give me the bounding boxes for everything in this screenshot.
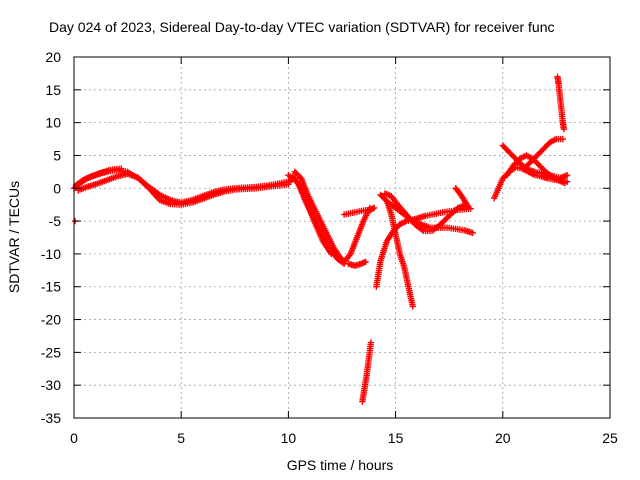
x-tick-label: 15 [388,430,404,446]
y-tick-label: 20 [45,49,61,65]
marker-arc-15h [438,219,446,227]
x-tick-label: 20 [495,430,511,446]
y-axis-label: SDTVAR / TECUs [6,181,22,293]
y-tick-label: -15 [41,279,61,295]
y-tick-label: -30 [41,377,61,393]
marker-arc-15h [440,218,447,225]
y-tick-label: -25 [41,344,61,360]
marker-arc-upper [117,165,125,172]
marker-spike-22h [560,126,568,133]
y-tick-label: 15 [45,82,61,98]
x-tick-label: 10 [281,430,297,446]
y-tick-label: -20 [41,312,61,328]
chart-title: Day 024 of 2023, Sidereal Day-to-day VTE… [49,19,555,35]
y-tick-label: 0 [53,180,61,196]
y-tick-label: -5 [49,213,62,229]
y-tick-label: 10 [45,115,61,131]
marker-cross-14h [469,229,476,237]
marker-late-arc [561,179,569,187]
marker-arc-low [285,181,292,188]
x-axis-label: GPS time / hours [287,457,394,473]
y-tick-label: 5 [53,147,61,163]
marker-down-15h [409,303,416,310]
marker-tail-13h [362,258,369,265]
marker-dip-third [328,250,335,258]
marker-rise-18h [465,204,472,212]
y-tick-label: -10 [41,246,61,262]
y-tick-label: -35 [41,410,61,426]
marker-arc-15h [441,216,449,224]
marker-arc-15h [443,215,450,222]
x-tick-label: 25 [602,430,618,446]
data-points [70,73,571,405]
grid-lines [74,57,610,418]
marker-late-upper [563,171,571,179]
axis-ticks: 0 5 10 15 20 25 -35 -30 -25 -20 -15 -10 -5 0 5 10 15 20 [41,49,618,446]
plot-frame [73,56,611,419]
x-tick-label: 0 [70,430,78,446]
marker-late-rise [559,135,567,143]
marker-arc-15h [437,221,444,228]
marker-flat-13h [370,204,378,212]
x-tick-label: 5 [177,430,185,446]
marker-spike-13h [367,339,375,346]
